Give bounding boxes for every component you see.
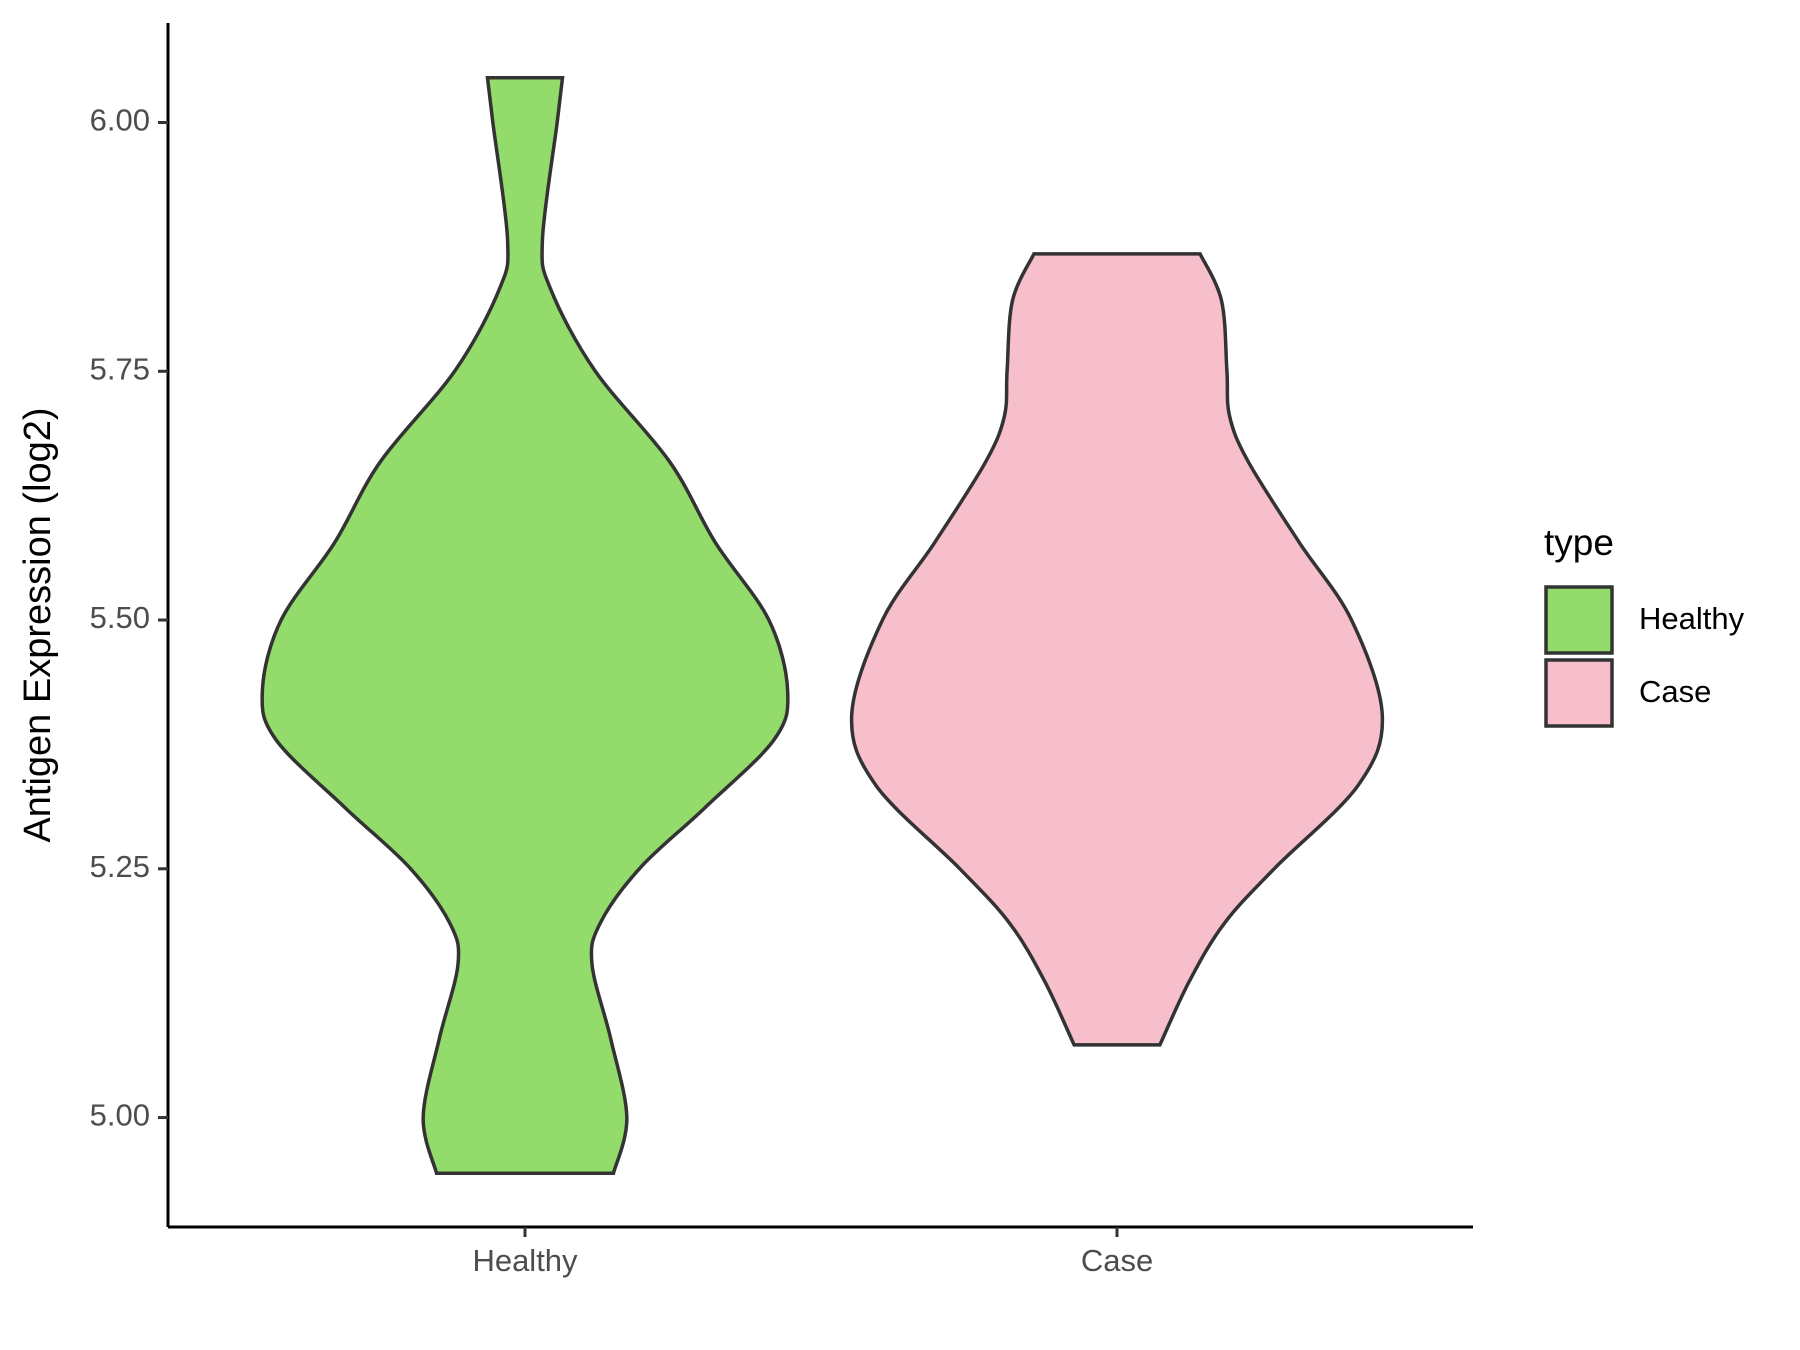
legend-key	[1544, 658, 1614, 728]
y-tick-label: 5.75	[90, 351, 150, 386]
violin	[260, 75, 790, 1176]
y-tick-label: 5.50	[90, 600, 150, 635]
x-tick-label: Case	[1081, 1243, 1153, 1278]
legend-key	[1544, 585, 1614, 655]
y-tick-label: 5.00	[90, 1098, 150, 1133]
y-tick-label: 6.00	[90, 103, 150, 138]
y-axis-title: Antigen Expression (log2)	[17, 407, 59, 842]
legend-label: Case	[1639, 674, 1711, 709]
y-tick-label: 5.25	[90, 849, 150, 884]
legend-title: type	[1544, 522, 1614, 563]
legend-label: Healthy	[1639, 601, 1745, 636]
x-tick-label: Healthy	[472, 1243, 578, 1278]
violin	[849, 252, 1385, 1047]
